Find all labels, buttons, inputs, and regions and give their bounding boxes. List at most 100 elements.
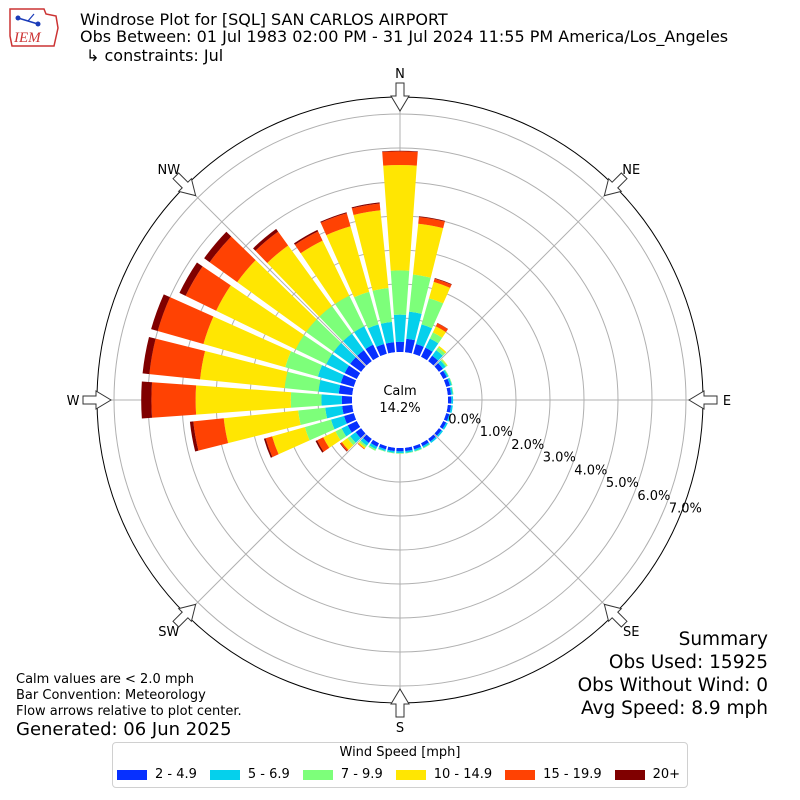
- ring-label: 6.0%: [637, 489, 670, 504]
- summary-title: Summary: [678, 629, 768, 650]
- grid-spoke: [433, 185, 615, 367]
- windrose-bar-segment: [438, 345, 447, 354]
- windrose-bar-segment: [379, 443, 387, 450]
- windrose-bar-segment: [294, 231, 323, 254]
- legend-item: 2 - 4.9: [117, 767, 197, 782]
- labels-layer: 0.0%1.0%2.0%3.0%4.0%5.0%6.0%7.0% N NE E SE S S…: [67, 67, 732, 736]
- windrose-bar-segment: [438, 360, 446, 369]
- windrose-bar-segment: [338, 384, 354, 396]
- windrose-bar-segment: [350, 357, 366, 372]
- windrose-bar-segment: [365, 344, 380, 361]
- windrose-bar-segment: [295, 334, 333, 365]
- windrose-bar-segment: [179, 262, 203, 296]
- windrose-bar-segment: [413, 344, 424, 357]
- windrose-bar-segment: [406, 311, 422, 341]
- direction-label: S: [396, 721, 404, 736]
- windrose-bar-segment: [434, 428, 442, 436]
- windrose-bar-segment: [446, 387, 452, 396]
- windrose-bar-segment: [382, 150, 418, 153]
- windrose-bar-segment: [370, 439, 380, 447]
- windrose-bar-segment: [360, 438, 369, 446]
- windrose-bar-segment: [347, 436, 356, 446]
- direction-label: NE: [622, 163, 640, 178]
- windrose-bar-segment: [440, 359, 448, 367]
- legend-label: 15 - 19.9: [543, 767, 602, 782]
- windrose-bar-segment: [386, 451, 395, 454]
- windrose-bar-segment: [378, 446, 386, 452]
- windrose-bar-segment: [142, 336, 156, 375]
- windrose-bar-segment: [326, 226, 370, 298]
- windrose-bar-segment: [425, 338, 439, 352]
- windrose-bar-segment: [341, 438, 354, 450]
- windrose-bar-segment: [393, 314, 407, 342]
- windrose-bar-segment: [433, 278, 452, 288]
- windrose-bar-segment: [442, 422, 448, 430]
- calm-note: Calm values are < 2.0 mph: [16, 672, 195, 687]
- windrose-bar-segment: [293, 229, 319, 245]
- legend-label: 2 - 4.9: [155, 767, 197, 782]
- flow-arrow-icon: [172, 172, 197, 197]
- windrose-bar-segment: [443, 369, 449, 378]
- windrose-bar-segment: [405, 449, 413, 453]
- windrose-bar-segment: [325, 405, 344, 419]
- windrose-bar-segment: [342, 404, 354, 415]
- windrose-bar-segment: [395, 341, 405, 353]
- windrose-bar-segment: [320, 213, 351, 236]
- windrose-bar-segment: [421, 298, 444, 329]
- windrose-bar-segment: [432, 326, 446, 338]
- windrose-bar-segment: [443, 413, 450, 421]
- legend-item: 5 - 6.9: [209, 767, 290, 782]
- windrose-bar-segment: [306, 319, 342, 352]
- windrose-bar-segment: [237, 260, 317, 332]
- windrose-bar-segment: [319, 306, 352, 342]
- windrose-bar-segment: [390, 270, 410, 315]
- direction-label: N: [395, 67, 405, 82]
- windrose-bar-segment: [367, 324, 385, 347]
- windrose-bar-segment: [439, 420, 447, 429]
- windrose-bar-segment: [355, 428, 366, 439]
- windrose-bar-segment: [396, 451, 404, 454]
- windrose-bar-segment: [441, 359, 448, 366]
- windrose-bar-segment: [330, 415, 347, 430]
- direction-label: SW: [158, 625, 179, 640]
- windrose-bar-segment: [263, 438, 273, 458]
- windrose-bar-segment: [200, 351, 288, 389]
- calm-value: 14.2%: [379, 401, 420, 416]
- windrose-bar-segment: [357, 443, 365, 450]
- windrose-bar-segment: [428, 434, 436, 442]
- windrose-bar-segment: [396, 447, 404, 452]
- windrose-bar-segment: [339, 443, 348, 452]
- windrose-bar-segment: [383, 164, 417, 271]
- windrose-bar-segment: [443, 378, 451, 387]
- flow-arrow-icon: [172, 603, 197, 628]
- ring-label: 4.0%: [574, 463, 607, 478]
- windrose-bar-segment: [444, 369, 449, 377]
- windrose-bar-segment: [340, 442, 349, 452]
- windrose-bar-segment: [449, 405, 453, 413]
- direction-label: NW: [157, 163, 180, 178]
- windrose-bar-segment: [446, 404, 452, 413]
- windrose-bar-segment: [418, 216, 445, 229]
- generated-date: Generated: 06 Jun 2025: [16, 719, 232, 740]
- windrose-bar-segment: [321, 394, 342, 406]
- windrose-bar-segment: [151, 294, 170, 331]
- legend-item: 20+: [614, 767, 680, 782]
- windrose-bar-segment: [351, 203, 381, 215]
- windrose-bar-segment: [344, 365, 361, 380]
- windrose-bar-segment: [267, 245, 332, 317]
- windrose-bar-segment: [272, 427, 310, 455]
- windrose-bar-segment: [141, 381, 153, 419]
- windrose-bar-segment: [405, 451, 414, 454]
- grid-spoke: [433, 433, 615, 615]
- windrose-bar-segment: [413, 443, 421, 450]
- summary-block: Summary Obs Used: 15925 Obs Without Wind…: [578, 628, 768, 720]
- windrose-bar-segment: [347, 420, 361, 433]
- flow-arrow-icon: [603, 603, 628, 628]
- summary-avg-speed: Avg Speed: 8.9 mph: [580, 698, 768, 719]
- windrose-bar-segment: [368, 445, 377, 451]
- flow-arrow-icon: [688, 390, 718, 410]
- windrose-bar-segment: [333, 342, 356, 364]
- windrose-bar-segment: [429, 332, 443, 344]
- windrose-bar-segment: [195, 385, 292, 415]
- windrose-bar-segment: [409, 274, 431, 314]
